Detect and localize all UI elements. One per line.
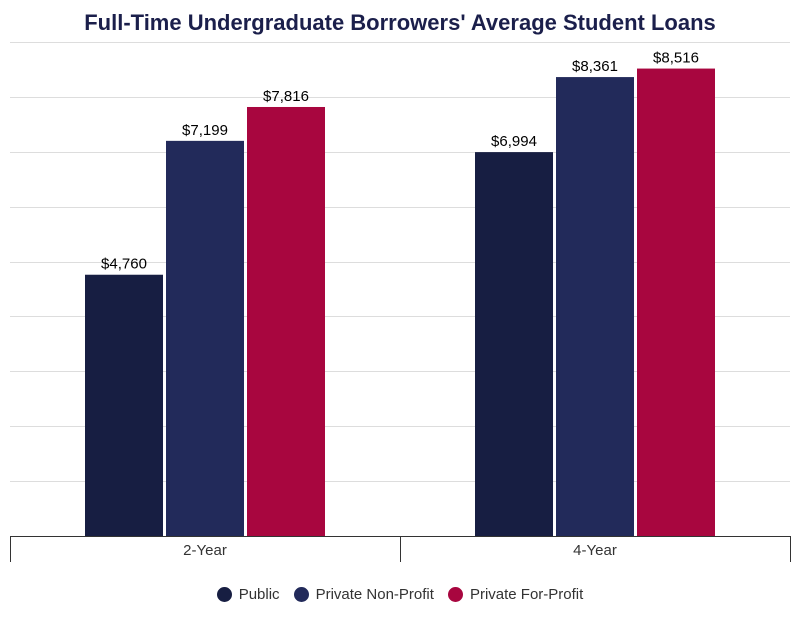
bars [85, 68, 715, 537]
data-label: $8,516 [653, 50, 699, 67]
data-label: $4,760 [101, 256, 147, 273]
data-label: $6,994 [491, 133, 537, 150]
legend-label: Private For-Profit [469, 586, 584, 603]
x-tick-label: 2-Year [183, 542, 227, 559]
legend-item-private-for-profit[interactable]: Private For-Profit [447, 586, 584, 603]
data-label: $7,816 [263, 88, 309, 105]
legend-label: Public [238, 586, 280, 603]
legend-marker [216, 587, 232, 602]
legend-marker [447, 587, 463, 602]
bar-public-2-year[interactable] [85, 274, 163, 536]
legend-item-private-non-profit[interactable]: Private Non-Profit [293, 586, 434, 603]
data-label: $7,199 [182, 122, 228, 139]
legend-item-public[interactable]: Public [216, 586, 280, 603]
bar-public-4-year[interactable] [475, 152, 553, 536]
x-tick-label: 4-Year [573, 542, 617, 559]
chart-title: Full-Time Undergraduate Borrowers' Avera… [84, 10, 716, 35]
x-axis: 2-Year 4-Year [10, 536, 791, 562]
legend-label: Private Non-Profit [315, 586, 434, 603]
legend-marker [293, 587, 309, 602]
bar-private-for-profit-2-year[interactable] [247, 106, 325, 537]
data-label: $8,361 [572, 58, 618, 75]
data-labels: $4,760 $7,199 $7,816 $6,994 $8,361 $8,516 [101, 50, 699, 273]
bar-private-non-profit-4-year[interactable] [556, 77, 634, 536]
legend: Public Private Non-Profit Private For-Prof… [0, 586, 800, 603]
bar-private-non-profit-2-year[interactable] [166, 140, 244, 536]
bar-private-for-profit-4-year[interactable] [637, 68, 715, 536]
